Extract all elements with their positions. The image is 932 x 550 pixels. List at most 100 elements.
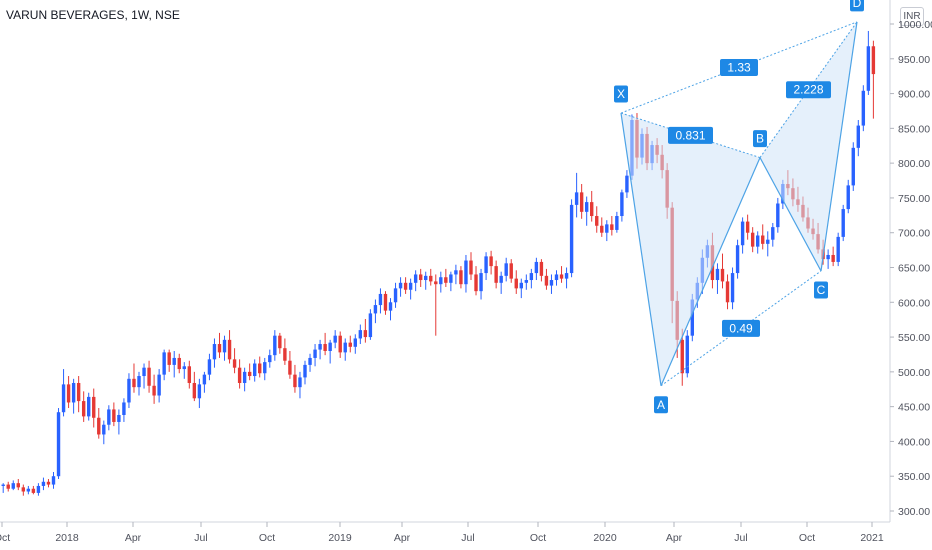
candle-body [771,227,775,240]
y-tick-label: 650.00 [898,263,930,275]
candle [610,216,614,236]
currency-badge[interactable]: INR [900,7,924,26]
ratio-label: 0.831 [668,126,713,144]
candle-body [323,344,327,351]
candle-body [192,382,197,399]
candle [549,274,554,294]
x-tick-label: 2019 [328,532,352,544]
candle-body [112,409,116,422]
candle [36,483,41,496]
candle-body [549,280,554,286]
candle [172,350,176,378]
candle-body [761,235,765,244]
candle-body [71,382,76,403]
chart-title: VARUN BEVERAGES, 1W, NSE [6,8,180,22]
candle-body [117,414,121,422]
y-tick-label: 750.00 [898,193,930,205]
candle-body [127,378,131,403]
candle-body [298,377,302,388]
candle-body [464,260,468,285]
candle-body [132,378,136,388]
candle-body [559,274,564,279]
candle-body [92,396,96,418]
candle [871,40,876,119]
candle-body [61,384,66,413]
candle [92,388,96,428]
candle [343,338,347,361]
candle-body [720,268,725,282]
candle-body [137,376,141,388]
candle-body [328,342,332,351]
candle-body [569,204,574,274]
candle [434,274,438,336]
candle-body [398,282,403,289]
candle-body [368,313,373,338]
candle-body [715,268,720,281]
x-tick-label: Oct [259,532,275,544]
pattern-point-x: X [614,85,628,103]
candle [685,330,689,378]
candle [590,190,594,222]
candle [107,405,111,431]
candle-body [504,263,508,276]
candle [16,478,20,491]
candle-body [31,488,36,493]
candle-body [11,483,15,489]
x-tick-label: 2021 [860,532,884,544]
candle [137,371,141,396]
candle-body [584,202,589,212]
pattern-point-label: D [853,0,862,10]
candle-body [444,277,448,283]
x-axis-ticks: Oct 2018 Apr Jul Oct 2019 Apr Jul Oct 2020 Apr Jul O… [0,522,884,544]
x-tick-label: Jul [734,532,747,544]
pattern-leg [660,157,761,387]
candle [167,349,171,372]
candle-body [831,254,835,262]
candle-body [283,348,287,361]
candle [745,214,750,240]
candle [373,299,378,324]
candle-body [871,46,876,75]
candle-body [268,355,272,363]
candle [615,211,619,233]
candle-body [595,216,599,226]
candle [740,217,745,254]
candle [529,268,534,289]
candle-body [735,245,740,274]
candle-body [524,280,529,283]
candle [851,142,855,191]
candle-body [41,481,46,486]
candle-body [776,203,780,228]
price-axis [0,0,891,523]
candle [408,278,413,300]
candle [519,278,523,299]
candle-body [459,270,463,285]
candle [212,338,217,368]
candle-body [1,484,5,486]
x-tick-label: Apr [125,532,142,544]
candle-body [313,349,317,358]
candle-body [207,359,212,375]
candle-body [253,363,257,377]
candle-body [544,275,549,286]
candle [771,222,775,247]
x-tick-label: Jul [461,532,474,544]
candle-body [625,175,629,193]
candle [444,268,448,287]
candle-body [278,335,282,349]
candle-body [418,274,423,281]
candle [756,231,760,254]
candle [424,271,428,290]
candle-body [685,335,689,374]
y-tick-label: 550.00 [898,332,930,344]
pattern-point-d: D [850,0,864,12]
candle-body [403,282,408,290]
candle-body [46,481,51,485]
candle-body [424,275,428,281]
candle [318,339,322,360]
candle [26,485,31,495]
candle [429,268,433,286]
candle-body [293,374,297,388]
candle-body [36,485,41,493]
